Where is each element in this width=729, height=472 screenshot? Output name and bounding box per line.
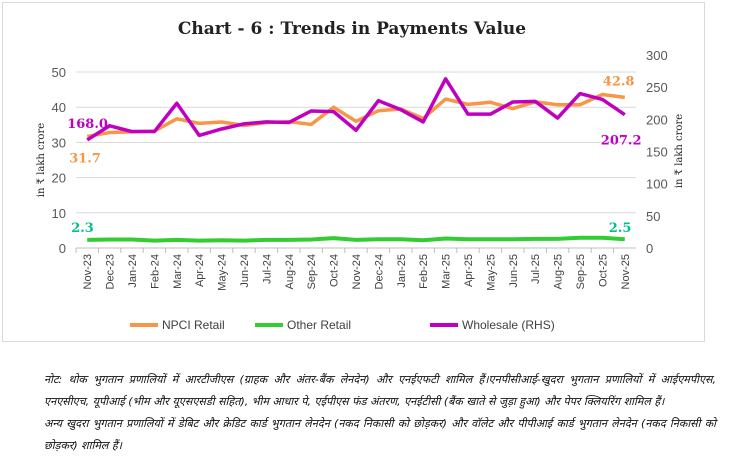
chart-title: Chart - 6 : Trends in Payments Value: [178, 19, 526, 39]
x-tick-label: Sep-25: [575, 254, 587, 289]
x-tick-label: Feb-25: [418, 254, 430, 289]
legend-label: Wholesale (RHS): [462, 318, 555, 332]
y2-tick-label: 100: [646, 177, 668, 192]
x-tick-label: Oct-24: [329, 254, 341, 287]
x-tick-label: Jan-25: [396, 254, 408, 288]
x-tick-label: Feb-24: [149, 254, 161, 289]
x-tick-label: Jun-25: [508, 254, 520, 288]
y-tick-label: 50: [52, 65, 66, 80]
y2-tick-label: 50: [646, 209, 660, 224]
x-tick-label: Sep-24: [306, 254, 318, 289]
note-other-retail: अन्य खुदरा भुगतान प्रणालियों में डेबिट औ…: [44, 417, 716, 452]
y-tick-label: 10: [52, 206, 66, 221]
legend-label: Other Retail: [287, 318, 351, 332]
y2-tick-label: 0: [646, 241, 653, 256]
x-tick-label: Mar-24: [172, 254, 184, 289]
x-tick-label: Jul-25: [530, 254, 542, 284]
x-tick-label: Aug-25: [553, 254, 565, 289]
series-line-wholesale-rhs-: [86, 77, 626, 142]
x-tick-label: Jun-24: [239, 254, 251, 288]
x-tick-label: Nov-23: [82, 254, 94, 289]
x-tick-label: Jul-24: [261, 254, 273, 284]
y-tick-label: 40: [52, 100, 66, 115]
data-label-first: 2.3: [71, 221, 94, 236]
x-tick-label: Oct-25: [597, 254, 609, 287]
note-wholesale-npci: नोट: थोक भुगतान प्रणालियों में आरटीजीएस …: [44, 373, 716, 408]
chart-frame: [2, 2, 705, 342]
x-tick-label: Mar-25: [441, 254, 453, 289]
data-label-last: 42.8: [603, 74, 635, 89]
x-tick-label: May-24: [217, 254, 229, 291]
data-label-last: 2.5: [609, 221, 632, 236]
y-tick-label: 0: [59, 241, 66, 256]
legend-label: NPCI Retail: [162, 318, 225, 332]
x-tick-label: Dec-24: [373, 254, 385, 289]
data-label-first: 168.0: [67, 117, 108, 132]
data-label-first: 31.7: [69, 151, 101, 166]
x-tick-label: Apr-25: [463, 254, 475, 287]
y2-tick-label: 150: [646, 145, 668, 160]
y-axis-label: in ₹ lakh crore: [36, 123, 47, 197]
y-tick-label: 20: [52, 171, 66, 186]
y2-axis-label: in ₹ lakh crore: [674, 114, 685, 188]
x-tick-label: Apr-24: [194, 254, 206, 287]
notes: नोट: थोक भुगतान प्रणालियों में आरटीजीएस …: [44, 369, 716, 457]
series-line-other-retail: [87, 235, 625, 243]
x-tick-label: May-25: [485, 254, 497, 291]
x-tick-label: Jan-24: [127, 254, 139, 288]
x-tick-label: Nov-24: [351, 254, 363, 289]
payments-value-chart: Chart - 6 : Trends in Payments Value in …: [36, 19, 685, 332]
y-tick-label: 30: [52, 135, 66, 150]
data-label-last: 207.2: [601, 134, 642, 149]
y2-tick-label: 250: [646, 80, 668, 95]
x-tick-label: Nov-25: [620, 254, 632, 289]
y2-tick-label: 300: [646, 48, 668, 63]
y2-tick-label: 200: [646, 112, 668, 127]
x-tick-label: Dec-23: [105, 254, 117, 289]
x-tick-label: Aug-24: [284, 254, 296, 289]
